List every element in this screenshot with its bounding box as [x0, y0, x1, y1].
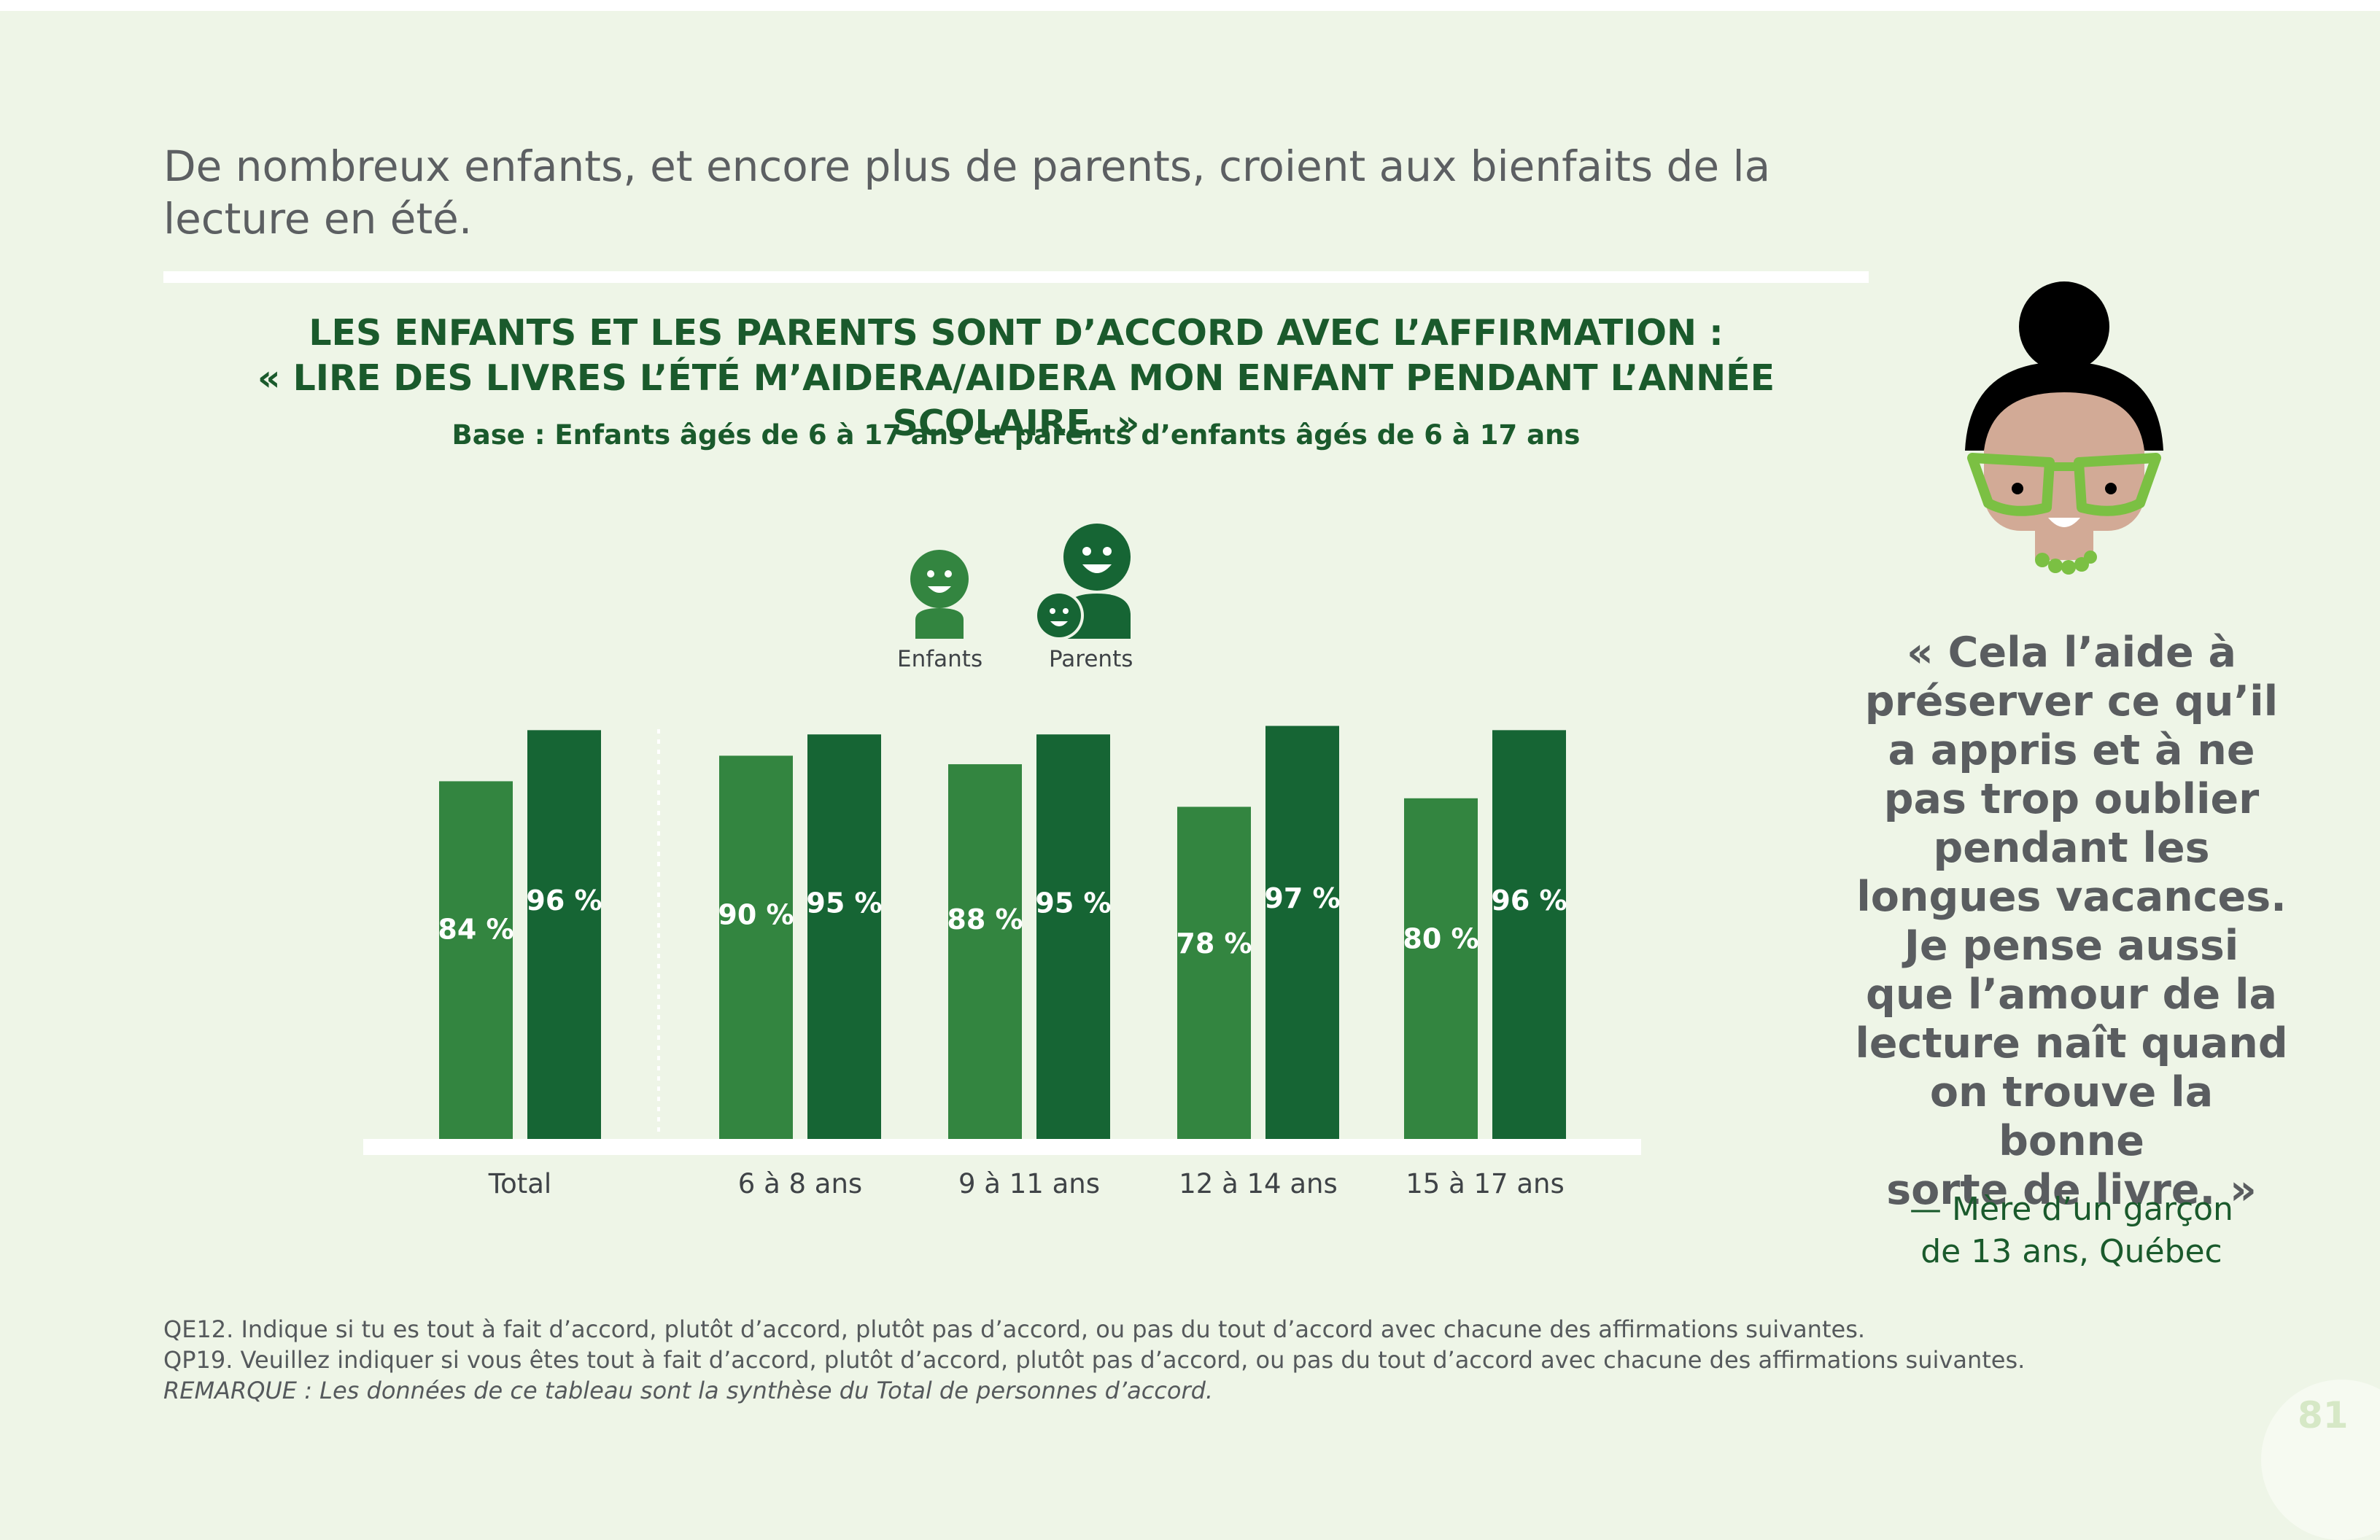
x-tick-label-1: 6 à 8 ans — [738, 1168, 862, 1199]
bar-label-enfants-2: 88 % — [947, 903, 1023, 936]
quote-line: sorte de livre. » — [1886, 1166, 2257, 1214]
bar-label-enfants-3: 78 % — [1176, 928, 1252, 960]
quote-line: a appris et à ne — [1888, 726, 2255, 774]
footnote-remarque: REMARQUE : Les données de ce tableau son… — [163, 1377, 1214, 1404]
chart-subtitle: Base : Enfants âgés de 6 à 17 ans et par… — [451, 419, 1581, 451]
footnote-qp19: QP19. Veuillez indiquer si vous êtes tou… — [163, 1346, 2026, 1374]
footnote-qe12: QE12. Indique si tu es tout à fait d’acc… — [163, 1315, 1866, 1343]
woman-with-glasses-icon — [1965, 281, 2163, 575]
x-tick-label-2: 9 à 11 ans — [958, 1168, 1100, 1199]
quote-line: on trouve la bonne — [1929, 1068, 2214, 1165]
quote-line: pendant les — [1933, 824, 2210, 872]
bar-parents-4 — [1492, 730, 1566, 1139]
footnotes: QE12. Indique si tu es tout à fait d’acc… — [163, 1314, 2060, 1406]
bar-label-parents-2: 95 % — [1035, 887, 1111, 919]
quote-line: lecture naît quand — [1855, 1019, 2288, 1068]
top-band — [0, 0, 2380, 11]
quote-line: longues vacances. — [1856, 873, 2287, 921]
bar-parents-2 — [1036, 734, 1110, 1139]
x-tick-label-4: 15 à 17 ans — [1406, 1168, 1565, 1199]
chart-baseline — [363, 1139, 1641, 1155]
chart-title: LES ENFANTS ET LES PARENTS SONT D’ACCORD… — [163, 311, 1869, 446]
x-tick-label-0: Total — [488, 1168, 551, 1199]
legend-label-parents: Parents — [1049, 646, 1133, 672]
bar-label-enfants-0: 84 % — [438, 913, 513, 945]
title-divider — [163, 271, 1869, 283]
bar-enfants-1 — [719, 755, 793, 1139]
legend-label-enfants: Enfants — [897, 646, 983, 672]
bar-parents-3 — [1265, 726, 1339, 1139]
quote-attribution: — Mère d’un garçon de 13 ans, Québec — [1853, 1189, 2290, 1273]
parent-quote: « Cela l’aide à préserver ce qu’il a app… — [1853, 629, 2290, 1215]
bar-enfants-0 — [439, 781, 513, 1139]
page-number: 81 — [2298, 1394, 2349, 1436]
parent-with-child-icon — [1034, 524, 1131, 639]
bar-parents-1 — [807, 734, 881, 1139]
bar-enfants-4 — [1404, 798, 1478, 1139]
child-icon — [910, 550, 969, 639]
quote-line: Je pense aussi — [1904, 922, 2239, 970]
bar-parents-0 — [527, 730, 601, 1139]
attribution-line-1: — Mère d’un garçon — [1910, 1191, 2233, 1228]
quote-line: « Cela l’aide à — [1907, 629, 2236, 677]
x-tick-label-3: 12 à 14 ans — [1179, 1168, 1338, 1199]
bar-enfants-2 — [948, 764, 1022, 1139]
chart-title-line-1: LES ENFANTS ET LES PARENTS SONT D’ACCORD… — [309, 312, 1724, 354]
quote-line: pas trop oublier — [1883, 775, 2260, 823]
chart-title-line-2: « LIRE DES LIVRES L’ÉTÉ M’AIDERA/AIDERA … — [257, 357, 1775, 444]
quote-line: que l’amour de la — [1866, 971, 2277, 1019]
quote-line: préserver ce qu’il — [1864, 677, 2279, 726]
bar-label-enfants-1: 90 % — [718, 899, 794, 931]
bar-label-parents-4: 96 % — [1491, 884, 1567, 917]
bar-label-enfants-4: 80 % — [1403, 922, 1478, 954]
bar-label-parents-0: 96 % — [526, 884, 602, 917]
bar-label-parents-3: 97 % — [1264, 882, 1340, 914]
bar-label-parents-1: 95 % — [806, 887, 882, 919]
attribution-line-2: de 13 ans, Québec — [1920, 1233, 2222, 1270]
page-headline: De nombreux enfants, et encore plus de p… — [163, 141, 1771, 244]
bar-enfants-3 — [1177, 806, 1251, 1139]
